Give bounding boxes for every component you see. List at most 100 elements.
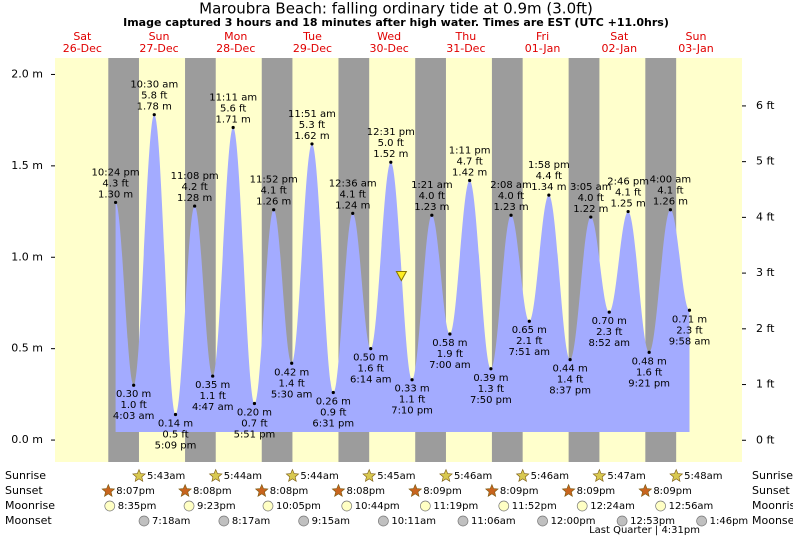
sunrise-icon bbox=[208, 468, 223, 482]
day-date: 02-Jan bbox=[602, 42, 638, 55]
tide-label: 4.1 ft bbox=[657, 186, 683, 197]
tide-label: 0.58 m bbox=[432, 338, 467, 349]
tide-label: 2:08 am bbox=[490, 180, 532, 191]
tide-label: 12:36 am bbox=[329, 178, 377, 189]
tide-label: 3:05 am bbox=[570, 182, 612, 193]
tide-label: 1.1 ft bbox=[399, 395, 425, 406]
tide-label: 0.65 m bbox=[512, 325, 547, 336]
tide-label: 1.23 m bbox=[493, 202, 528, 213]
row-label: Sunrise bbox=[5, 469, 46, 482]
row-time: 5:43am bbox=[147, 471, 185, 482]
row-time: 1:46pm bbox=[710, 516, 749, 527]
tide-label: 10:30 am bbox=[130, 80, 178, 91]
day-name: Fri bbox=[536, 30, 549, 43]
y2-tick-label: 3 ft bbox=[756, 266, 775, 279]
tide-label: 11:11 am bbox=[209, 92, 257, 103]
row-time: 8:09pm bbox=[577, 486, 616, 497]
tide-label: 2.3 ft bbox=[596, 327, 622, 338]
tide-label: 0.33 m bbox=[394, 384, 429, 395]
tide-label: 0.9 ft bbox=[320, 408, 346, 419]
tide-label: 4.1 ft bbox=[615, 188, 641, 199]
day-name: Wed bbox=[377, 30, 401, 43]
tide-label: 4.7 ft bbox=[456, 156, 482, 167]
tide-point bbox=[547, 193, 551, 197]
sunrise-icon bbox=[362, 468, 377, 482]
tide-label: 1.3 ft bbox=[478, 384, 504, 395]
row-label: Sunrise bbox=[752, 469, 793, 482]
row-time: 10:11am bbox=[391, 516, 436, 527]
y-tick-label: 1.5 m bbox=[11, 159, 43, 172]
tide-label: 5.3 ft bbox=[299, 120, 325, 131]
tide-label: 4.1 ft bbox=[261, 186, 287, 197]
tide-point bbox=[589, 215, 593, 219]
moonrise-icon bbox=[419, 500, 431, 512]
tide-label: 1.25 m bbox=[611, 199, 646, 210]
tide-label: 1.62 m bbox=[294, 131, 329, 142]
tide-label: 4.0 ft bbox=[419, 191, 445, 202]
tide-point bbox=[310, 142, 314, 146]
tide-label: 1.4 ft bbox=[279, 378, 305, 389]
day-date: 26-Dec bbox=[63, 42, 102, 55]
tide-point bbox=[430, 213, 434, 217]
moonrise-icon bbox=[104, 500, 116, 512]
tide-label: 1.34 m bbox=[531, 182, 566, 193]
tide-label: 1.26 m bbox=[256, 197, 291, 208]
tide-label: 0.14 m bbox=[158, 418, 193, 429]
tide-label: 7:50 pm bbox=[470, 395, 512, 406]
row-time: 8:08pm bbox=[346, 486, 385, 497]
row-time: 11:19pm bbox=[433, 501, 478, 512]
row-time: 8:09pm bbox=[423, 486, 462, 497]
row-label: Moonset bbox=[5, 514, 52, 527]
y2-tick-label: 2 ft bbox=[756, 322, 775, 335]
day-name: Mon bbox=[224, 30, 247, 43]
tide-point bbox=[290, 361, 294, 365]
row-label: Moonrise bbox=[5, 499, 55, 512]
tide-label: 1:58 pm bbox=[528, 160, 570, 171]
row-time: 12:56am bbox=[669, 501, 714, 512]
day-date: 31-Dec bbox=[446, 42, 485, 55]
row-time: 5:46am bbox=[531, 471, 569, 482]
row-label: Sunset bbox=[5, 484, 43, 497]
tide-label: 2.3 ft bbox=[676, 325, 702, 336]
tide-point bbox=[132, 383, 136, 387]
sunset-icon bbox=[408, 483, 423, 497]
tide-point bbox=[272, 208, 276, 212]
tide-label: 1.71 m bbox=[216, 114, 251, 125]
day-date: 03-Jan bbox=[678, 42, 714, 55]
tide-label: 5:30 am bbox=[271, 389, 313, 400]
day-date: 29-Dec bbox=[293, 42, 332, 55]
tide-label: 1.1 ft bbox=[200, 391, 226, 402]
tide-label: 4.2 ft bbox=[181, 182, 207, 193]
chart-title: Maroubra Beach: falling ordinary tide at… bbox=[199, 0, 593, 18]
tide-label: 5.0 ft bbox=[378, 138, 404, 149]
row-time: 8:35pm bbox=[118, 501, 157, 512]
tide-label: 4.0 ft bbox=[498, 191, 524, 202]
tide-label: 1.6 ft bbox=[636, 367, 662, 378]
y2-tick-label: 1 ft bbox=[756, 378, 775, 391]
tide-label: 1.30 m bbox=[98, 189, 133, 200]
tide-label: 7:00 am bbox=[429, 360, 471, 371]
day-date: 28-Dec bbox=[216, 42, 255, 55]
tide-label: 0.39 m bbox=[473, 373, 508, 384]
moonset-icon bbox=[218, 515, 230, 527]
tide-label: 1.24 m bbox=[335, 200, 370, 211]
tide-label: 0.5 ft bbox=[162, 429, 188, 440]
y-tick-label: 0.5 m bbox=[11, 342, 43, 355]
tide-label: 1.23 m bbox=[414, 202, 449, 213]
moonset-icon bbox=[616, 515, 628, 527]
tide-point bbox=[527, 319, 531, 323]
tide-label: 4.3 ft bbox=[102, 178, 128, 189]
row-time: 8:08pm bbox=[193, 486, 232, 497]
moonrise-icon bbox=[341, 500, 353, 512]
tide-point bbox=[687, 308, 692, 312]
tide-point bbox=[173, 412, 178, 417]
row-time: 12:24am bbox=[590, 501, 635, 512]
chart-subtitle: Image captured 3 hours and 18 minutes af… bbox=[123, 16, 669, 29]
tide-point bbox=[626, 209, 630, 214]
tide-label: 9:58 am bbox=[669, 336, 711, 347]
tide-label: 0.50 m bbox=[353, 353, 388, 364]
tide-label: 0.26 m bbox=[316, 397, 351, 408]
sunset-icon bbox=[561, 483, 576, 497]
tide-point bbox=[410, 378, 414, 382]
